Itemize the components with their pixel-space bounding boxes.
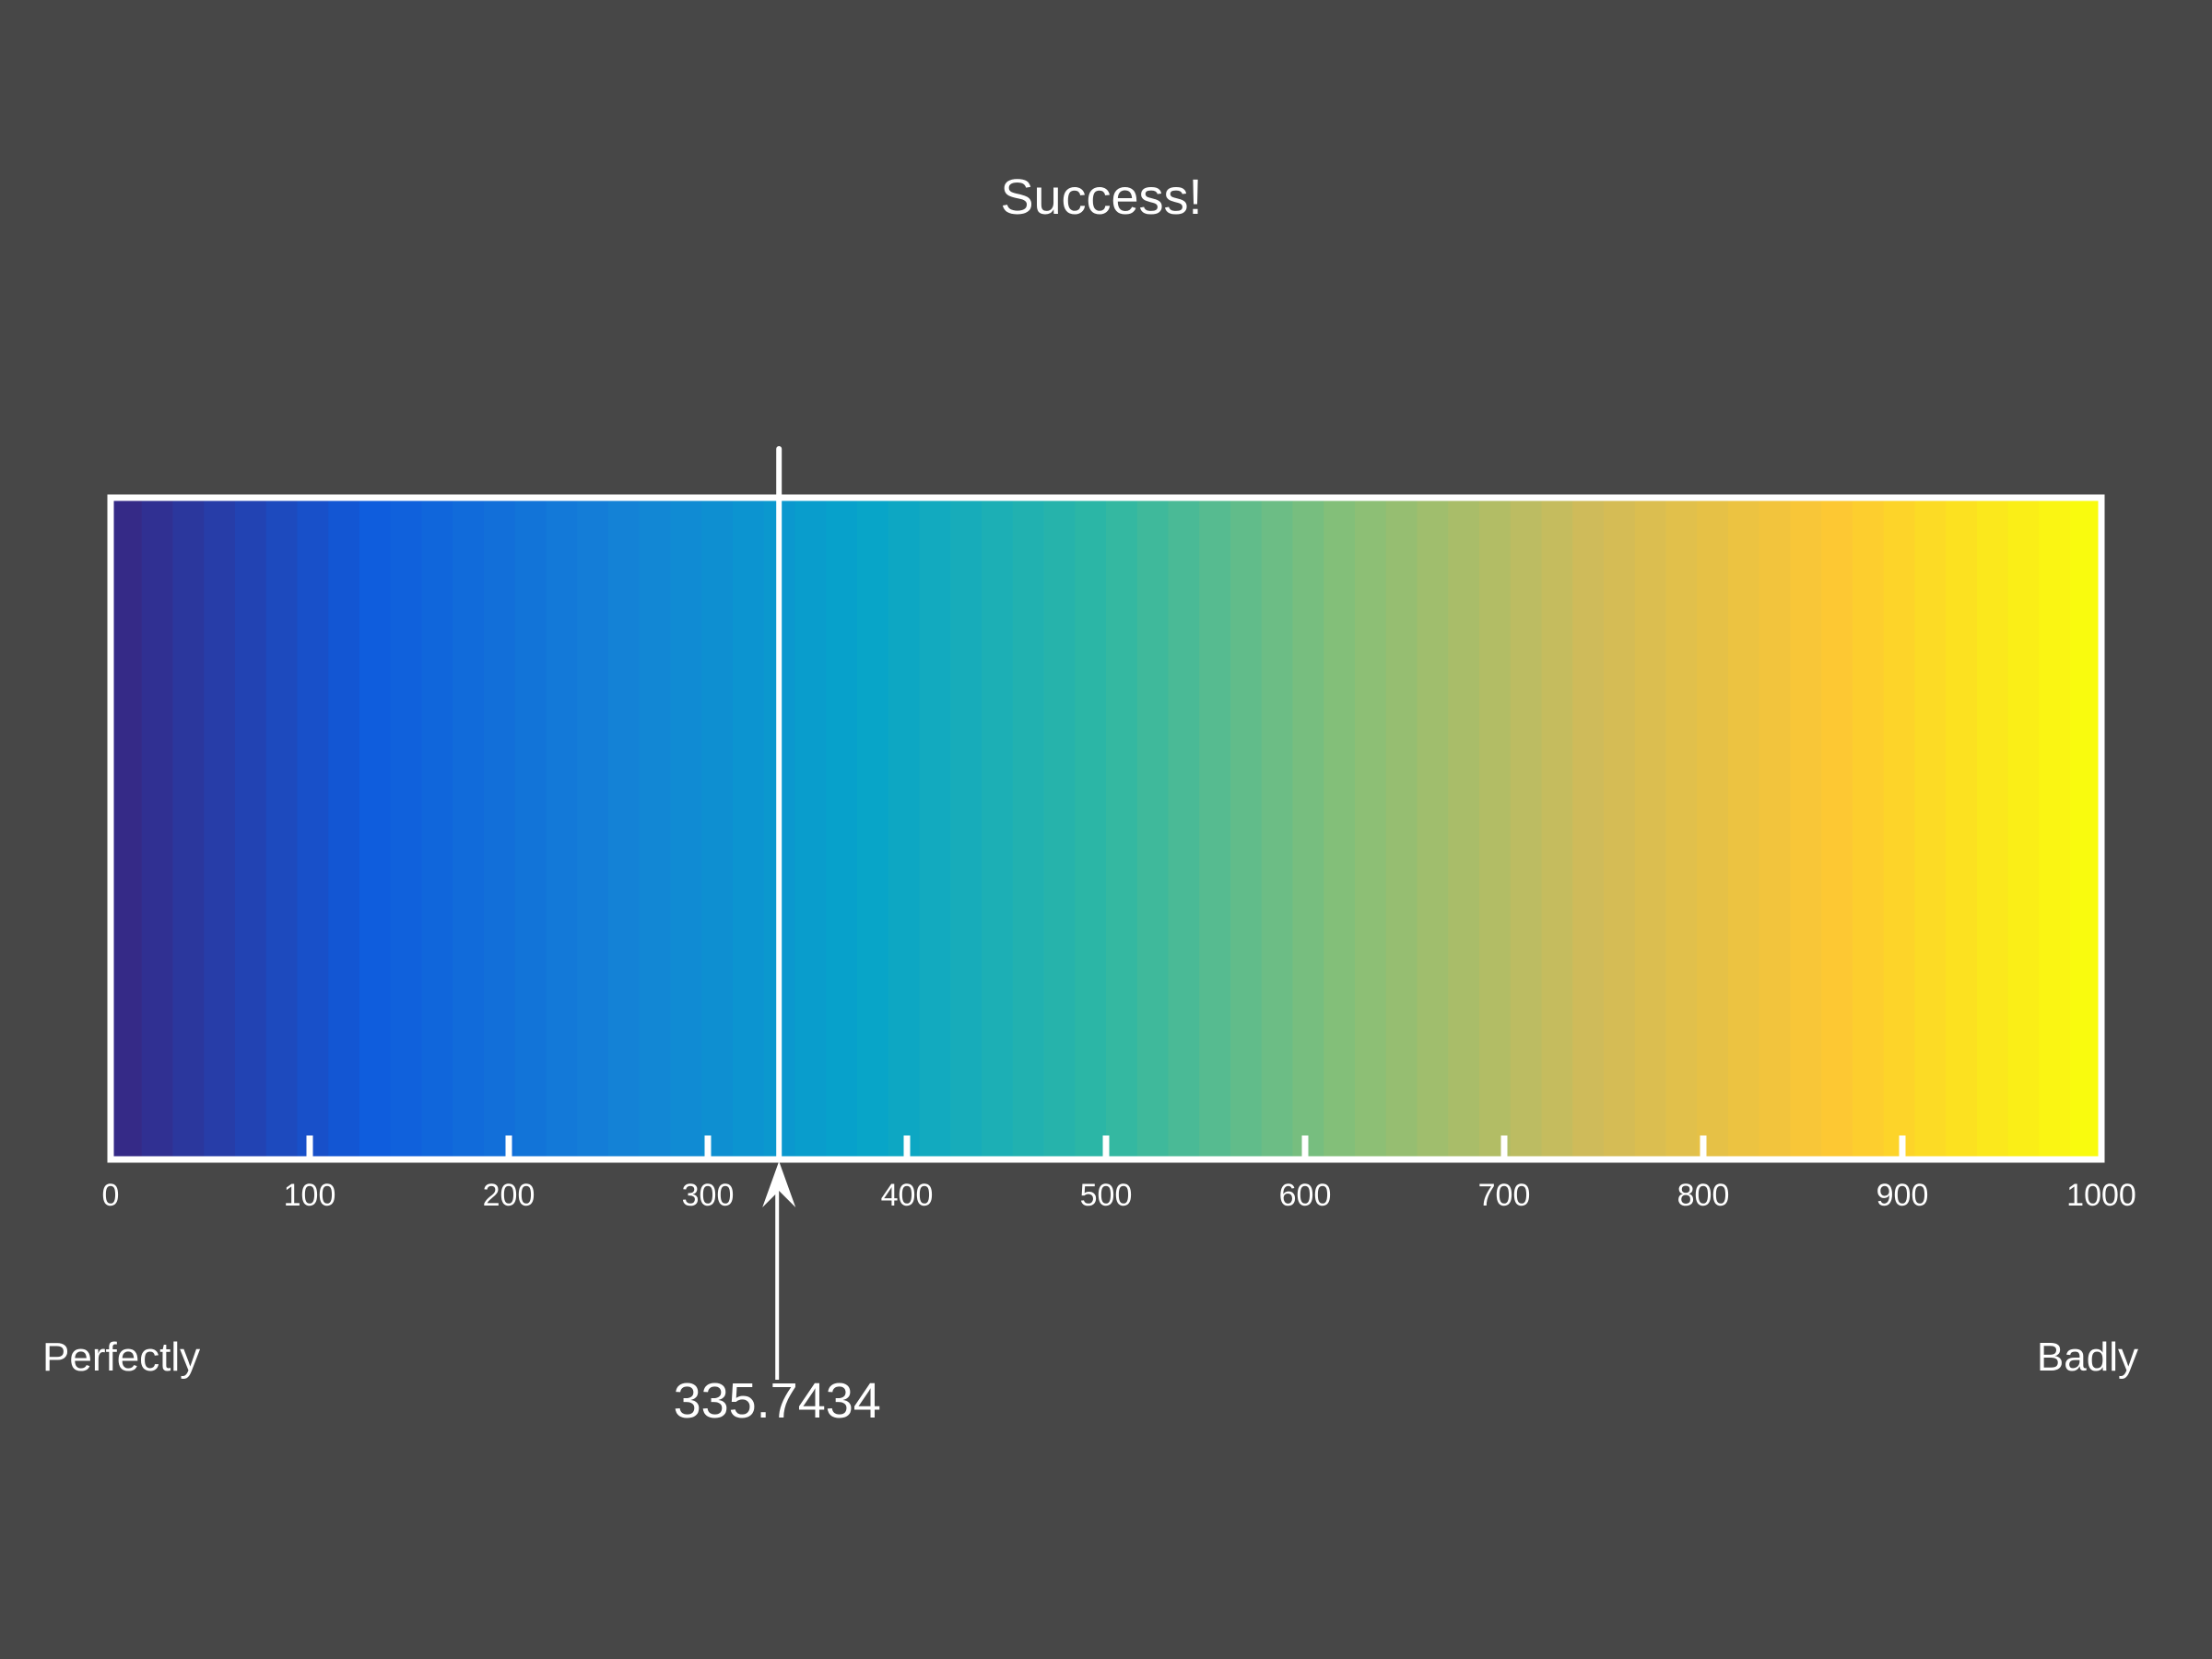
- x-tick-label: 600: [1279, 1178, 1332, 1213]
- x-tick-label: 1000: [2066, 1178, 2136, 1213]
- color-band: [1541, 498, 1574, 1159]
- color-band: [1572, 498, 1605, 1159]
- value-label: 335.7434: [674, 1373, 881, 1429]
- color-band: [453, 498, 485, 1159]
- x-tick-label: 100: [284, 1178, 336, 1213]
- x-tick-label: 200: [483, 1178, 535, 1213]
- color-band: [639, 498, 672, 1159]
- color-band: [1634, 498, 1667, 1159]
- color-band: [701, 498, 734, 1159]
- x-tick-label: 0: [102, 1178, 120, 1213]
- color-band: [1604, 498, 1636, 1159]
- color-band: [1417, 498, 1450, 1159]
- value-pointer-arrow: [762, 1161, 796, 1380]
- chart-title: Success!: [1000, 170, 1202, 225]
- color-band: [1230, 498, 1263, 1159]
- color-band: [1665, 498, 1699, 1159]
- color-band: [1168, 498, 1201, 1159]
- color-band: [1977, 498, 2009, 1159]
- color-band: [1075, 498, 1107, 1159]
- color-band: [265, 498, 299, 1159]
- color-band: [982, 498, 1014, 1159]
- color-band: [733, 498, 765, 1159]
- x-tick-label: 400: [881, 1178, 934, 1213]
- x-tick-label: 500: [1080, 1178, 1133, 1213]
- color-band: [1479, 498, 1512, 1159]
- color-band: [1759, 498, 1792, 1159]
- color-band: [1012, 498, 1045, 1159]
- color-band: [297, 498, 330, 1159]
- color-band: [794, 498, 828, 1159]
- x-tick-label: 300: [682, 1178, 735, 1213]
- color-band: [359, 498, 392, 1159]
- color-band: [172, 498, 206, 1159]
- color-band: [1946, 498, 1978, 1159]
- color-band: [608, 498, 641, 1159]
- x-tick-label: 800: [1677, 1178, 1730, 1213]
- color-gradient-bar: [111, 498, 2102, 1159]
- color-band: [1790, 498, 1823, 1159]
- color-band: [111, 498, 143, 1159]
- color-band: [1914, 498, 1947, 1159]
- color-band: [514, 498, 547, 1159]
- color-band: [141, 498, 174, 1159]
- right-annotation-badly: Badly: [2037, 1335, 2138, 1380]
- color-band: [2070, 498, 2102, 1159]
- color-band: [546, 498, 579, 1159]
- color-band: [1385, 498, 1418, 1159]
- x-tick-label: 700: [1478, 1178, 1531, 1213]
- color-band: [1355, 498, 1387, 1159]
- color-band: [1510, 498, 1543, 1159]
- color-band: [1199, 498, 1231, 1159]
- color-band: [390, 498, 423, 1159]
- color-band: [235, 498, 267, 1159]
- color-band: [484, 498, 516, 1159]
- x-axis-ticks: [306, 1135, 1906, 1159]
- color-band: [1448, 498, 1480, 1159]
- color-band: [1292, 498, 1325, 1159]
- left-annotation-perfectly: Perfectly: [42, 1335, 200, 1380]
- color-band: [1261, 498, 1294, 1159]
- x-axis-tick-labels: 0 100 200 300 400 500 600 700 800 900 1000: [102, 1178, 2136, 1213]
- color-band: [670, 498, 703, 1159]
- color-band: [1821, 498, 1853, 1159]
- color-band: [577, 498, 609, 1159]
- color-band: [2007, 498, 2041, 1159]
- color-band: [1883, 498, 1916, 1159]
- color-band: [1136, 498, 1170, 1159]
- color-band: [1043, 498, 1077, 1159]
- color-band: [1697, 498, 1729, 1159]
- color-band: [204, 498, 236, 1159]
- color-band: [857, 498, 889, 1159]
- color-band: [1728, 498, 1760, 1159]
- color-band: [1853, 498, 1885, 1159]
- color-band: [888, 498, 921, 1159]
- color-band: [421, 498, 454, 1159]
- color-band: [328, 498, 360, 1159]
- color-band: [1324, 498, 1356, 1159]
- color-band: [1106, 498, 1138, 1159]
- x-tick-label: 900: [1877, 1178, 1929, 1213]
- color-band: [919, 498, 952, 1159]
- color-band: [950, 498, 982, 1159]
- color-band: [2039, 498, 2072, 1159]
- color-band: [826, 498, 858, 1159]
